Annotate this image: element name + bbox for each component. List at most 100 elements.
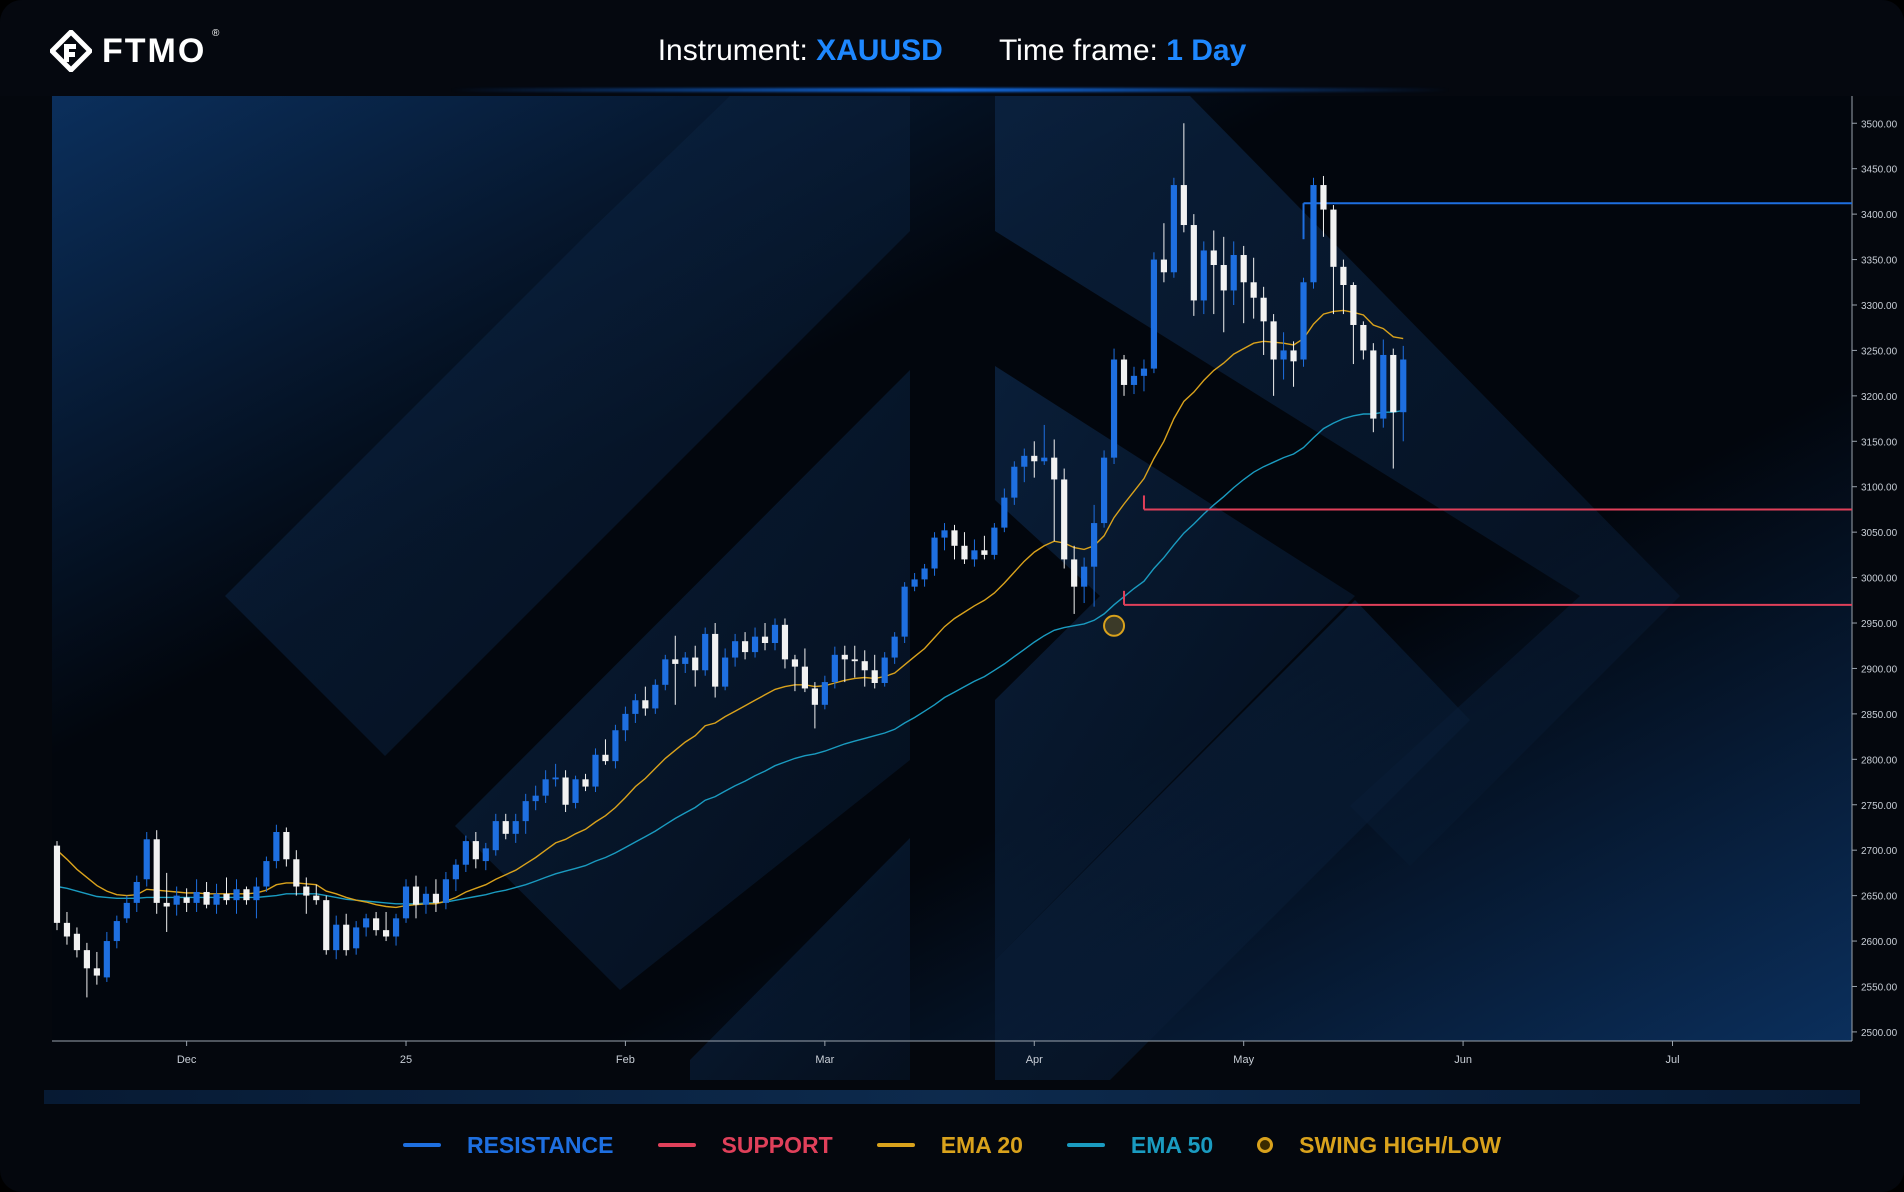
- candle: [1061, 468, 1068, 569]
- candle-body: [303, 886, 310, 896]
- candle: [831, 646, 838, 689]
- y-tick-label: 3000.00: [1861, 574, 1898, 585]
- candle: [532, 785, 539, 811]
- candle: [741, 632, 749, 660]
- candle: [163, 872, 170, 932]
- candle: [692, 645, 699, 687]
- candle: [183, 888, 190, 912]
- candle-body: [961, 545, 968, 560]
- candle: [712, 623, 719, 698]
- candle-body: [871, 670, 878, 683]
- candle-body: [971, 550, 978, 560]
- candle-body: [522, 801, 529, 822]
- candle: [213, 883, 220, 914]
- candle-body: [1100, 457, 1108, 524]
- y-tick-label: 3400.00: [1861, 210, 1898, 221]
- legend-swatch: [402, 1143, 441, 1147]
- candle-body: [452, 864, 459, 880]
- candle: [203, 881, 210, 909]
- candle-body: [761, 636, 769, 644]
- candle: [1190, 214, 1197, 316]
- candle: [672, 635, 679, 705]
- candle-body: [193, 891, 200, 903]
- candle: [123, 895, 130, 923]
- candle: [1340, 259, 1347, 315]
- swing-point-marker: [1103, 614, 1126, 637]
- candle: [73, 927, 81, 958]
- candle: [153, 830, 160, 914]
- candle: [263, 856, 270, 892]
- candle-body: [333, 924, 340, 951]
- candle-body: [472, 841, 479, 860]
- candle: [1130, 366, 1138, 395]
- candle: [143, 832, 150, 887]
- candle-body: [63, 922, 71, 937]
- candle-body: [1031, 455, 1038, 462]
- candle: [821, 675, 828, 710]
- candle-body: [1220, 265, 1227, 291]
- candle: [602, 739, 609, 765]
- candle: [273, 824, 280, 869]
- candle-body: [1091, 523, 1098, 567]
- candle: [512, 813, 519, 843]
- legend-label: SWING HIGH/LOW: [1299, 1131, 1502, 1158]
- candle-body: [911, 579, 918, 587]
- candle-body: [73, 933, 81, 951]
- y-tick-label: 3250.00: [1861, 346, 1898, 357]
- candle-body: [183, 897, 190, 903]
- candle: [133, 875, 140, 912]
- candle: [891, 632, 898, 664]
- candle: [323, 895, 330, 955]
- candle: [1021, 448, 1028, 483]
- candle-body: [831, 654, 838, 683]
- candle-body: [243, 889, 250, 901]
- x-tick-label: May: [1233, 1054, 1254, 1066]
- candle-body: [612, 730, 619, 762]
- candle: [861, 650, 868, 687]
- candle-body: [213, 893, 220, 905]
- candle: [402, 879, 410, 923]
- candle-body: [1011, 466, 1018, 498]
- candle: [1370, 343, 1377, 433]
- candle-body: [622, 713, 629, 731]
- candle-body: [83, 950, 90, 969]
- candle: [1320, 175, 1327, 237]
- candle-body: [1330, 209, 1337, 267]
- candle: [1140, 359, 1148, 392]
- candle-body: [1110, 359, 1118, 458]
- candle: [1380, 339, 1387, 428]
- candle-body: [1370, 350, 1377, 419]
- candle: [173, 886, 180, 916]
- candle: [1220, 236, 1227, 333]
- levels-layer: [1123, 202, 1852, 606]
- candle-body: [821, 682, 828, 705]
- candle-body: [223, 893, 230, 901]
- candle: [1081, 557, 1088, 604]
- candle-body: [592, 754, 599, 787]
- candle: [791, 654, 799, 692]
- candle: [113, 915, 120, 949]
- candle-body: [572, 779, 579, 803]
- y-tick-label: 3350.00: [1861, 256, 1898, 267]
- candle-body: [1240, 255, 1247, 283]
- candle-body: [552, 777, 559, 780]
- candle: [1180, 123, 1187, 233]
- candle: [83, 942, 90, 998]
- axes: 3500.00 3450.00 3400.00 3350.00 3300.00 3250.…: [52, 96, 1898, 1066]
- candle-body: [422, 893, 430, 905]
- swing-layer: [1103, 614, 1126, 637]
- candle-body: [462, 841, 469, 865]
- legend-item-ema-20: EMA 20: [876, 1132, 1023, 1159]
- candle: [1011, 461, 1018, 505]
- candle-body: [1360, 324, 1367, 351]
- candle: [392, 913, 400, 946]
- candle: [1400, 345, 1407, 442]
- registered-mark-icon: ®: [212, 28, 220, 39]
- candle: [462, 835, 469, 872]
- candle-body: [1310, 185, 1317, 283]
- candle: [901, 582, 908, 644]
- candle: [582, 773, 589, 792]
- candle: [422, 886, 430, 914]
- x-tick-label: Feb: [616, 1054, 635, 1066]
